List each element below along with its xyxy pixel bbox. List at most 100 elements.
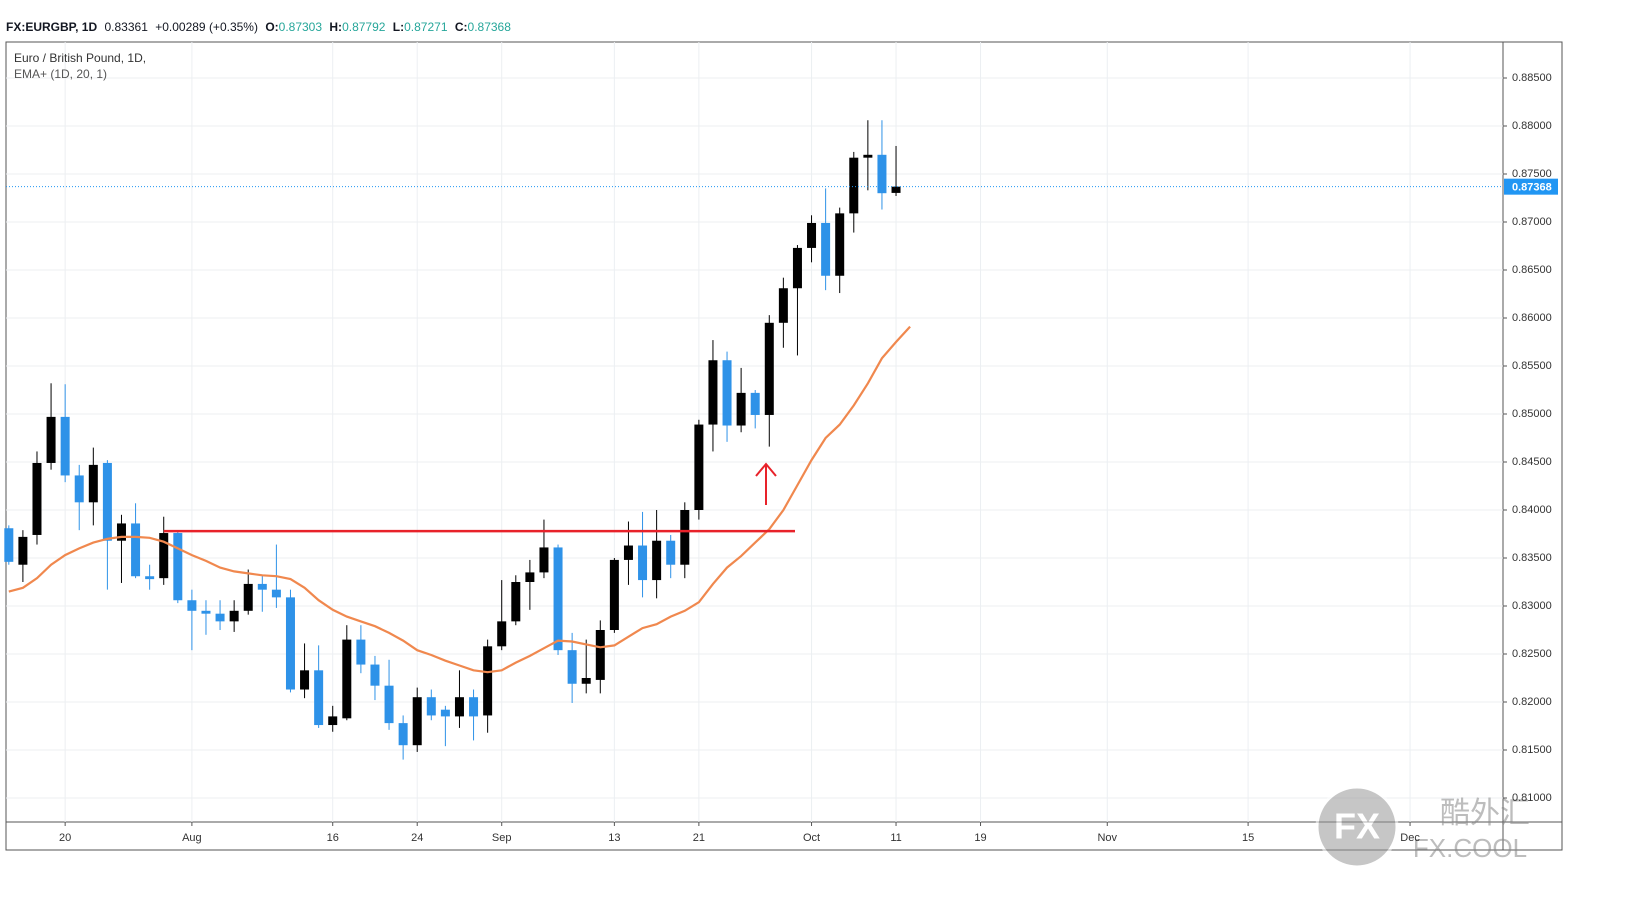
y-tick-label: 0.85000 xyxy=(1512,408,1552,420)
candle-body xyxy=(454,697,464,717)
x-tick-label: Dec xyxy=(1400,832,1420,844)
x-tick-label: 15 xyxy=(1242,832,1254,844)
header: FX:EURGBP, 1D 0.83361 +0.00289 (+0.35%) … xyxy=(6,20,515,34)
chart-frame xyxy=(5,41,1563,851)
legend-title: Euro / British Pound, 1D, xyxy=(14,51,146,65)
y-tick-label: 0.82000 xyxy=(1512,696,1552,708)
y-tick-label: 0.83000 xyxy=(1512,600,1552,612)
x-tick-label: 24 xyxy=(411,832,423,844)
candle-body xyxy=(356,639,366,665)
candle-body xyxy=(483,646,493,716)
symbol: FX:EURGBP, 1D xyxy=(6,20,98,34)
y-tick-label: 0.86500 xyxy=(1512,264,1552,276)
candle-body xyxy=(215,613,225,622)
candle-body xyxy=(581,678,591,684)
ohlc-key: C: xyxy=(454,20,468,34)
candle-body xyxy=(300,670,310,690)
candle-body xyxy=(285,597,295,690)
y-tick-label: 0.82500 xyxy=(1512,648,1552,660)
candle-body xyxy=(384,685,394,724)
candle-body xyxy=(553,547,563,651)
y-tick-label: 0.85500 xyxy=(1512,360,1552,372)
candle-body xyxy=(764,322,774,415)
candle-body xyxy=(652,540,662,581)
candle-body xyxy=(74,475,84,503)
ema-line xyxy=(8,325,911,674)
candle-body xyxy=(722,360,732,426)
candle-body xyxy=(131,523,141,577)
price: 0.83361 xyxy=(104,20,148,34)
chart: Euro / British Pound, 1D, EMA+ (1D, 20, … xyxy=(4,41,1563,869)
y-tick-label: 0.87000 xyxy=(1512,216,1552,228)
x-tick-label: 19 xyxy=(974,832,986,844)
ohlc-key: O: xyxy=(265,20,279,34)
legend-ema: EMA+ (1D, 20, 1) xyxy=(14,67,107,81)
candle-body xyxy=(694,424,704,510)
candle-body xyxy=(539,547,549,573)
candle-body xyxy=(849,157,859,214)
y-tick-label: 0.86000 xyxy=(1512,312,1552,324)
candle-body xyxy=(821,222,831,276)
watermark-badge xyxy=(1315,785,1399,869)
candle-body xyxy=(328,716,338,726)
x-tick-label: Nov xyxy=(1097,832,1117,844)
candle-body xyxy=(511,582,521,622)
ohlc-key: H: xyxy=(329,20,343,34)
change: +0.00289 (+0.35%) xyxy=(155,20,258,34)
candle-body xyxy=(314,670,324,726)
candle-body xyxy=(750,392,760,415)
candle-body xyxy=(229,610,239,622)
candle-body xyxy=(680,510,690,565)
candle-body xyxy=(595,630,605,680)
last-price-label: 0.87368 xyxy=(1512,182,1552,194)
grid xyxy=(6,42,1507,826)
candle-body xyxy=(440,709,450,717)
candle-body xyxy=(708,360,718,425)
watermark-logo: FX xyxy=(1334,806,1380,847)
x-tick-label: 21 xyxy=(693,832,705,844)
x-tick-label: 11 xyxy=(890,832,901,844)
x-tick-label: 20 xyxy=(59,832,71,844)
watermark: FX 酷外汇 FX.COOL xyxy=(1315,785,1530,869)
candle-body xyxy=(173,533,183,601)
x-tick-label: 16 xyxy=(327,832,339,844)
candle-body xyxy=(145,576,155,580)
candle-body xyxy=(469,697,479,717)
candle-body xyxy=(835,213,845,276)
candle-body xyxy=(116,523,126,541)
candle-body xyxy=(609,559,619,630)
marks xyxy=(4,120,1503,760)
candle-body xyxy=(666,540,676,565)
y-tick-label: 0.84500 xyxy=(1512,456,1552,468)
candle-body xyxy=(271,589,281,598)
candle-body xyxy=(398,723,408,746)
candle-body xyxy=(4,528,14,562)
candle-body xyxy=(342,639,352,719)
candle-body xyxy=(877,154,887,194)
arrow xyxy=(755,462,777,505)
candle-body xyxy=(243,583,253,611)
y-tick-label: 0.83500 xyxy=(1512,552,1552,564)
ohlc-value: 0.87368 xyxy=(467,20,511,34)
candle-body xyxy=(201,610,211,614)
x-tick-label: Sep xyxy=(492,832,512,844)
candle-body xyxy=(370,664,380,686)
watermark-cn: 酷外汇 xyxy=(1440,797,1530,830)
candle-body xyxy=(426,697,436,716)
y-tick-label: 0.81500 xyxy=(1512,744,1552,756)
candle-body xyxy=(159,533,169,579)
y-tick-label: 0.87500 xyxy=(1512,168,1552,180)
ohlc-value: 0.87303 xyxy=(278,20,323,34)
candle-body xyxy=(792,247,802,289)
candle-body xyxy=(497,621,507,647)
ohlc-value: 0.87271 xyxy=(404,20,448,34)
candle-body xyxy=(257,583,267,590)
candle-body xyxy=(187,600,197,611)
candle-body xyxy=(778,288,788,323)
candle-body xyxy=(736,392,746,426)
candle-body xyxy=(88,464,98,503)
candle-body xyxy=(18,536,28,565)
candle-body xyxy=(46,416,56,463)
candle-body xyxy=(807,222,817,248)
